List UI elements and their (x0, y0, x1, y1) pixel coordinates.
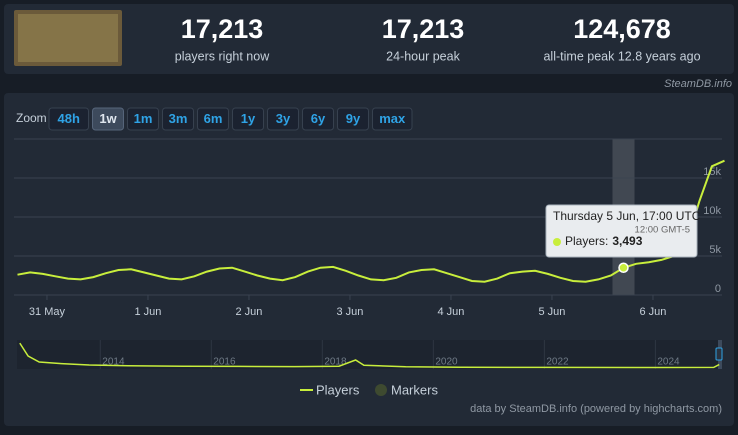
x-tick-label: 31 May (29, 306, 66, 318)
stats-panel (4, 4, 734, 74)
zoom-button-label[interactable]: max (379, 111, 406, 126)
tooltip-subtitle: 12:00 GMT-5 (635, 225, 690, 236)
zoom-button[interactable] (337, 107, 369, 131)
stat-value: 17,213 (382, 14, 465, 44)
stat-value: 17,213 (181, 14, 264, 44)
series-line (19, 342, 720, 369)
navigator-tick-label: 2014 (102, 357, 125, 368)
zoom-button-label[interactable]: 6m (204, 111, 223, 126)
zoom-button-label[interactable]: 9y (346, 111, 361, 126)
x-tick-label: 3 Jun (336, 306, 363, 318)
tooltip-label: Players: (565, 234, 608, 248)
hover-point (618, 262, 629, 274)
x-tick-label: 5 Jun (538, 306, 565, 318)
source: SteamDB.info (664, 78, 732, 90)
navigator-bg (17, 340, 722, 369)
zoom-button-label[interactable]: 3y (276, 111, 291, 126)
x-tick-label: 2 Jun (235, 306, 262, 318)
zoom-button[interactable] (127, 107, 159, 131)
zoom-button[interactable] (302, 107, 334, 131)
zoom-button[interactable] (267, 107, 299, 131)
zoom-button-label[interactable]: 1y (241, 111, 256, 126)
navigator-tick-label: 2018 (324, 357, 347, 368)
stat-value: 124,678 (573, 14, 671, 44)
tooltip-box (545, 204, 698, 258)
x-tick-label: 1 Jun (134, 306, 161, 318)
navigator-tick-label: 2020 (435, 357, 458, 368)
navigator-tick-label: 2024 (657, 357, 680, 368)
tooltip-title: Thursday 5 Jun, 17:00 UTC (553, 209, 701, 223)
tooltip-row: Players: 3,493 (565, 234, 643, 248)
y-tick-label: 5k (709, 244, 721, 256)
zoom-button-label[interactable]: 48h (58, 111, 80, 126)
legend-label[interactable]: Markers (391, 382, 438, 397)
legend-marker (375, 384, 387, 396)
tooltip-value: 3,493 (612, 234, 642, 248)
zoom-button[interactable] (92, 107, 124, 131)
zoom-button[interactable] (162, 107, 194, 131)
stat-label: players right now (175, 49, 270, 63)
zoom-label: Zoom (16, 111, 47, 125)
game-logo-art (18, 14, 118, 62)
zoom-button[interactable] (48, 107, 89, 131)
zoom-button[interactable] (232, 107, 264, 131)
navigator-tick-label: 2016 (213, 357, 236, 368)
x-tick-label: 6 Jun (639, 306, 666, 318)
zoom-button-label[interactable]: 1m (134, 111, 153, 126)
x-tick-label: 4 Jun (437, 306, 464, 318)
legend-label[interactable]: Players (316, 382, 360, 397)
series-line (17, 159, 725, 283)
stat-label: all-time peak 12.8 years ago (543, 49, 700, 63)
zoom-button-label[interactable]: 3m (169, 111, 188, 126)
navigator-tick-label: 2022 (546, 357, 569, 368)
y-tick-label: 0 (715, 283, 721, 295)
stat-label: 24-hour peak (386, 49, 460, 63)
y-tick-label: 10k (703, 205, 721, 217)
credit: data by SteamDB.info (powered by highcha… (470, 403, 722, 415)
zoom-button-label[interactable]: 6y (311, 111, 326, 126)
tooltip-swatch (553, 238, 561, 246)
zoom-button-label[interactable]: 1w (99, 111, 117, 126)
zoom-button[interactable] (197, 107, 229, 131)
navigator-handle[interactable] (715, 347, 723, 361)
zoom-button[interactable] (372, 107, 413, 131)
